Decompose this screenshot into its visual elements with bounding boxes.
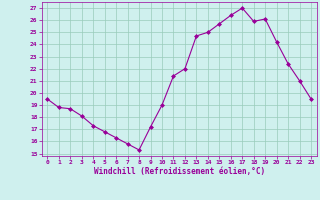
X-axis label: Windchill (Refroidissement éolien,°C): Windchill (Refroidissement éolien,°C) [94,167,265,176]
